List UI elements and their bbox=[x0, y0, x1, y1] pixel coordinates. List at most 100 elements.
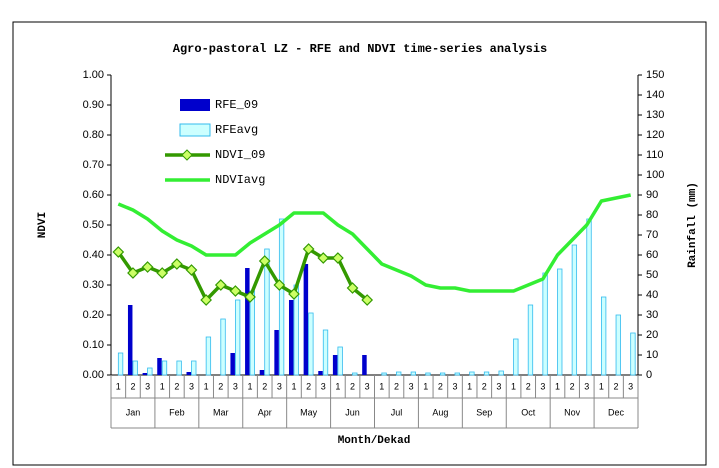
marker bbox=[302, 243, 315, 255]
bar bbox=[308, 312, 314, 376]
x-tick-label: 2 bbox=[130, 381, 135, 391]
line bbox=[117, 193, 632, 293]
bar bbox=[127, 305, 133, 375]
bar bbox=[220, 318, 226, 376]
x-tick-label: 3 bbox=[453, 381, 458, 391]
bar bbox=[288, 300, 294, 375]
x-tick-label: 3 bbox=[628, 381, 633, 391]
bar bbox=[235, 299, 241, 376]
x-tick-label: 3 bbox=[145, 381, 150, 391]
bar bbox=[332, 355, 338, 375]
bar bbox=[205, 336, 212, 376]
marker bbox=[185, 264, 198, 276]
legend-label: RFEavg bbox=[215, 123, 258, 137]
y-tick-label: 0.00 bbox=[83, 369, 104, 381]
x-tick-label: 1 bbox=[599, 381, 604, 391]
marker bbox=[156, 267, 169, 279]
x-tick-label: 3 bbox=[409, 381, 414, 391]
y2-tick-label: 110 bbox=[646, 149, 664, 161]
bar bbox=[630, 332, 636, 376]
bar bbox=[249, 290, 255, 376]
x-tick-label: 2 bbox=[438, 381, 443, 391]
bar bbox=[230, 353, 235, 375]
y2-tick-label: 80 bbox=[646, 209, 658, 221]
marker bbox=[346, 282, 359, 294]
x-tick-label: 2 bbox=[526, 381, 531, 391]
x-axis-title: Month/Dekad bbox=[338, 435, 411, 447]
x-tick-label: 1 bbox=[335, 381, 340, 391]
x-tick-label: 1 bbox=[204, 381, 209, 391]
marker bbox=[258, 255, 271, 267]
bar bbox=[352, 372, 358, 376]
marker bbox=[127, 267, 139, 279]
y-tick-label: 0.20 bbox=[83, 309, 104, 321]
bar bbox=[147, 367, 153, 376]
y2-tick-label: 130 bbox=[646, 109, 664, 121]
month-label: Jul bbox=[391, 407, 403, 417]
month-label: Nov bbox=[564, 407, 581, 417]
bar bbox=[615, 314, 621, 376]
x-tick-label: 1 bbox=[423, 381, 428, 391]
bar bbox=[303, 264, 309, 375]
x-tick-label: 3 bbox=[365, 381, 370, 391]
bar bbox=[586, 218, 592, 376]
bar bbox=[259, 370, 265, 375]
legend-swatch bbox=[180, 99, 210, 111]
marker bbox=[317, 252, 330, 264]
bar bbox=[557, 268, 563, 376]
bar bbox=[157, 358, 162, 375]
y-tick-label: 0.60 bbox=[83, 189, 104, 201]
bar bbox=[191, 360, 197, 376]
y2-tick-label: 90 bbox=[646, 189, 658, 201]
x-tick-label: 1 bbox=[555, 381, 560, 391]
month-label: Sep bbox=[476, 407, 492, 417]
bar bbox=[410, 371, 416, 376]
x-tick-label: 1 bbox=[511, 381, 516, 391]
bar bbox=[483, 371, 490, 376]
month-label: Dec bbox=[608, 407, 625, 417]
bar bbox=[527, 304, 534, 376]
bar bbox=[542, 272, 548, 376]
bar bbox=[245, 268, 250, 375]
bar bbox=[142, 373, 148, 375]
x-tick-label: 1 bbox=[248, 381, 253, 391]
y-tick-label: 0.50 bbox=[83, 219, 104, 231]
month-label: Jan bbox=[126, 407, 141, 417]
y2-tick-label: 120 bbox=[646, 129, 664, 141]
month-label: Jun bbox=[345, 407, 360, 417]
y2-tick-label: 0 bbox=[646, 369, 652, 381]
bar bbox=[318, 371, 323, 375]
y-tick-label: 0.10 bbox=[83, 339, 104, 351]
x-tick-label: 1 bbox=[379, 381, 384, 391]
x-tick-label: 1 bbox=[467, 381, 472, 391]
bar bbox=[337, 346, 343, 376]
bar bbox=[132, 360, 138, 376]
bar bbox=[264, 248, 270, 376]
x-tick-label: 2 bbox=[614, 381, 619, 391]
bar bbox=[362, 355, 367, 375]
x-tick-label: 2 bbox=[350, 381, 355, 391]
y2-tick-label: 150 bbox=[646, 69, 664, 81]
y-tick-label: 0.30 bbox=[83, 279, 104, 291]
month-label: Oct bbox=[521, 407, 536, 417]
x-tick-label: 2 bbox=[394, 381, 399, 391]
marker bbox=[214, 279, 227, 291]
bar bbox=[176, 360, 182, 376]
bar bbox=[161, 360, 168, 376]
bar bbox=[396, 371, 402, 376]
y2-tick-label: 60 bbox=[646, 249, 658, 261]
x-tick-label: 1 bbox=[160, 381, 165, 391]
y2-tick-label: 20 bbox=[646, 329, 658, 341]
month-label: Apr bbox=[258, 407, 272, 417]
marker bbox=[141, 261, 154, 273]
y2-tick-label: 70 bbox=[646, 229, 658, 241]
x-tick-label: 2 bbox=[218, 381, 223, 391]
marker bbox=[244, 291, 256, 303]
bar bbox=[381, 372, 387, 376]
x-tick-label: 3 bbox=[540, 381, 545, 391]
y-tick-label: 0.40 bbox=[83, 249, 104, 261]
legend-label: RFE_09 bbox=[215, 98, 258, 112]
month-label: Aug bbox=[432, 407, 448, 417]
bar bbox=[469, 371, 475, 376]
